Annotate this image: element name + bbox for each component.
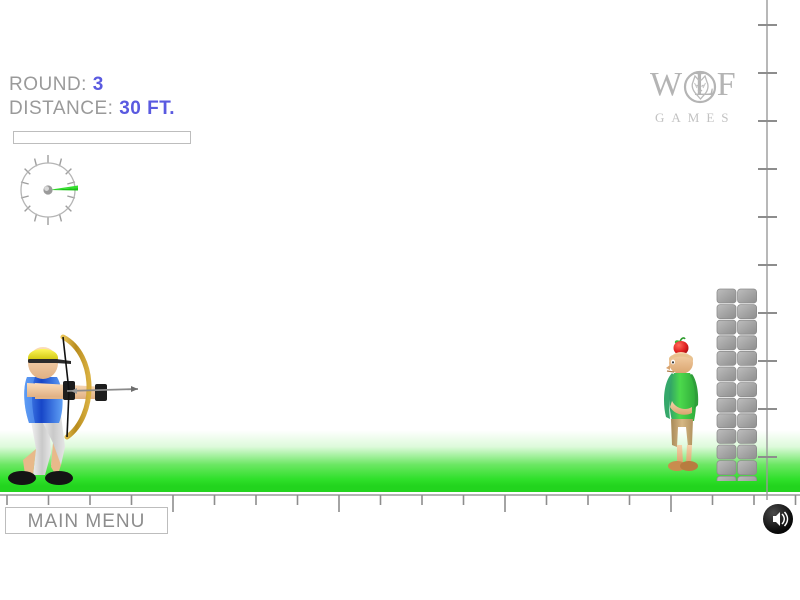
ground-baseline — [0, 486, 800, 492]
distance-ruler-horizontal — [0, 492, 800, 516]
distance-value: 30 FT. — [119, 98, 176, 119]
logo-games-text: GAMES — [655, 110, 736, 125]
archer-legs — [8, 415, 73, 485]
hud-distance: DISTANCE: 30 FT. — [9, 98, 175, 120]
apple-target-character[interactable] — [658, 335, 718, 480]
hud-round: ROUND: 3 — [9, 74, 104, 96]
grass-ground — [0, 430, 800, 486]
victim-nose — [666, 365, 670, 370]
victim-head — [666, 352, 693, 374]
victim-legs — [668, 419, 698, 471]
sound-toggle-button[interactable] — [762, 503, 794, 535]
power-meter[interactable] — [13, 131, 191, 144]
speaker-icon — [763, 504, 793, 534]
distance-label: DISTANCE: — [9, 98, 114, 119]
main-menu-button[interactable]: MAIN MENU — [5, 507, 168, 534]
archer-head — [28, 347, 71, 379]
dial-ticks — [20, 155, 76, 225]
arrow — [66, 386, 139, 394]
bow-string-upper — [62, 336, 70, 392]
wolf-head-icon — [683, 70, 717, 104]
round-value: 3 — [92, 74, 104, 95]
height-ruler-vertical — [750, 0, 784, 500]
victim-arms — [670, 401, 692, 415]
round-label: ROUND: — [9, 74, 87, 95]
bow-string-lower — [66, 390, 70, 438]
dial-hub — [43, 185, 53, 195]
dial-needle — [48, 185, 78, 191]
wind-direction-dial[interactable] — [10, 152, 86, 228]
bow — [60, 334, 92, 440]
wolf-games-logo: W LF GAMES — [650, 68, 760, 134]
archer-player[interactable] — [5, 315, 145, 490]
apple-on-head — [673, 337, 689, 355]
